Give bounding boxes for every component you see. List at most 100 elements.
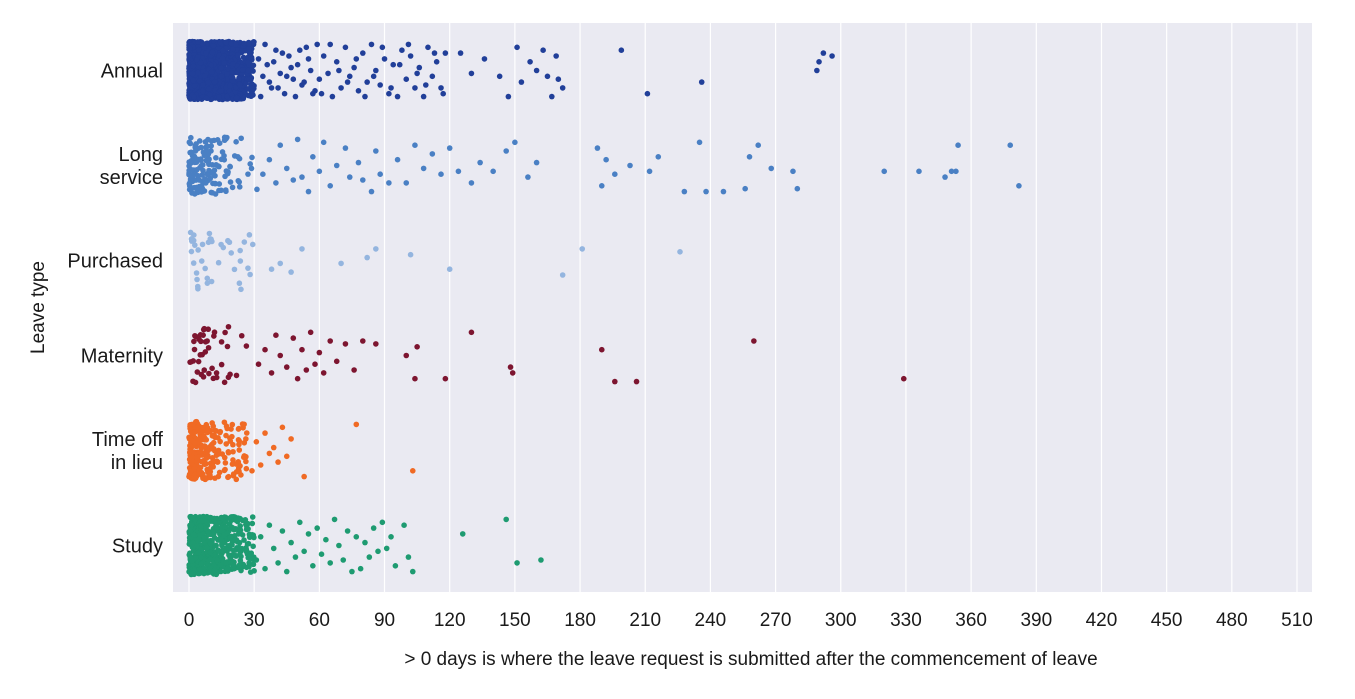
data-point: [312, 361, 318, 368]
data-point: [342, 145, 349, 151]
data-point: [188, 248, 195, 255]
data-point: [283, 364, 290, 370]
data-point: [221, 379, 228, 386]
data-point: [327, 41, 334, 48]
data-point: [189, 544, 196, 551]
data-point: [942, 174, 948, 180]
data-point: [240, 94, 247, 100]
data-point: [243, 564, 250, 571]
data-point: [527, 59, 533, 65]
data-point: [953, 168, 959, 175]
series-group: [186, 418, 416, 483]
data-point: [455, 168, 462, 175]
data-point: [603, 156, 609, 163]
data-point: [198, 338, 204, 345]
data-point: [227, 371, 233, 378]
data-point: [223, 560, 229, 566]
data-point: [227, 82, 233, 89]
data-point: [270, 59, 277, 65]
data-point: [206, 156, 212, 162]
data-point: [224, 65, 231, 72]
data-point: [357, 565, 364, 572]
data-point: [192, 242, 198, 248]
data-point: [219, 55, 226, 62]
data-point: [1007, 142, 1014, 148]
data-point: [353, 56, 360, 62]
data-point: [579, 246, 586, 252]
data-point: [327, 183, 334, 189]
data-point: [222, 524, 229, 530]
y-axis-label: Leave type: [28, 261, 49, 354]
data-point: [218, 65, 224, 71]
data-point: [229, 61, 236, 67]
data-point: [193, 57, 200, 63]
data-point: [236, 441, 242, 448]
data-point: [230, 441, 236, 448]
data-point: [212, 427, 218, 434]
data-point: [279, 424, 286, 431]
data-point: [217, 88, 224, 94]
data-point: [283, 568, 290, 575]
data-point: [292, 554, 299, 560]
data-point: [194, 369, 201, 375]
data-point: [294, 375, 301, 382]
data-point: [442, 375, 449, 382]
data-point: [349, 568, 355, 575]
data-point: [193, 270, 200, 276]
data-point: [327, 338, 334, 344]
data-point: [198, 560, 204, 567]
data-point: [235, 531, 242, 537]
data-point: [201, 444, 207, 450]
data-point: [201, 367, 208, 373]
data-point: [264, 61, 271, 68]
data-point: [201, 73, 208, 79]
data-point: [249, 91, 256, 97]
data-point: [468, 70, 475, 77]
data-point: [262, 565, 268, 572]
data-point: [260, 73, 266, 80]
data-point: [370, 525, 377, 531]
data-point: [191, 184, 198, 191]
data-point: [233, 517, 239, 523]
data-point: [189, 557, 196, 564]
data-point: [222, 466, 228, 473]
data-point: [227, 534, 234, 541]
data-point: [362, 539, 368, 546]
data-point: [231, 537, 238, 544]
data-point: [227, 179, 234, 185]
data-point: [243, 453, 249, 460]
data-point: [268, 85, 275, 91]
data-point: [407, 53, 414, 59]
data-point: [211, 167, 218, 174]
data-point: [277, 142, 284, 148]
data-point: [794, 185, 801, 192]
series-group: [187, 229, 683, 293]
data-point: [221, 532, 227, 539]
data-point: [228, 74, 235, 80]
data-point: [205, 239, 212, 246]
data-point: [192, 440, 198, 446]
data-point: [188, 522, 195, 528]
data-point: [377, 171, 383, 177]
data-point: [364, 79, 370, 85]
x-tick-label: 120: [434, 610, 466, 631]
data-point: [433, 59, 440, 65]
data-point: [206, 230, 213, 237]
y-tick-label: Maternity: [81, 346, 163, 368]
data-point: [193, 141, 199, 147]
data-point: [238, 135, 244, 142]
data-point: [230, 457, 236, 463]
data-point: [190, 260, 197, 266]
data-point: [514, 44, 520, 51]
data-point: [202, 349, 209, 355]
data-point: [193, 543, 200, 549]
data-point: [186, 45, 193, 52]
data-point: [221, 152, 227, 159]
y-tick-labels: Annual Long service Purchased Maternity Time …: [67, 61, 163, 558]
data-point: [201, 535, 208, 541]
data-point: [459, 531, 466, 537]
data-point: [303, 44, 310, 51]
data-point: [230, 547, 237, 554]
data-point: [549, 93, 555, 100]
data-point: [243, 430, 250, 436]
